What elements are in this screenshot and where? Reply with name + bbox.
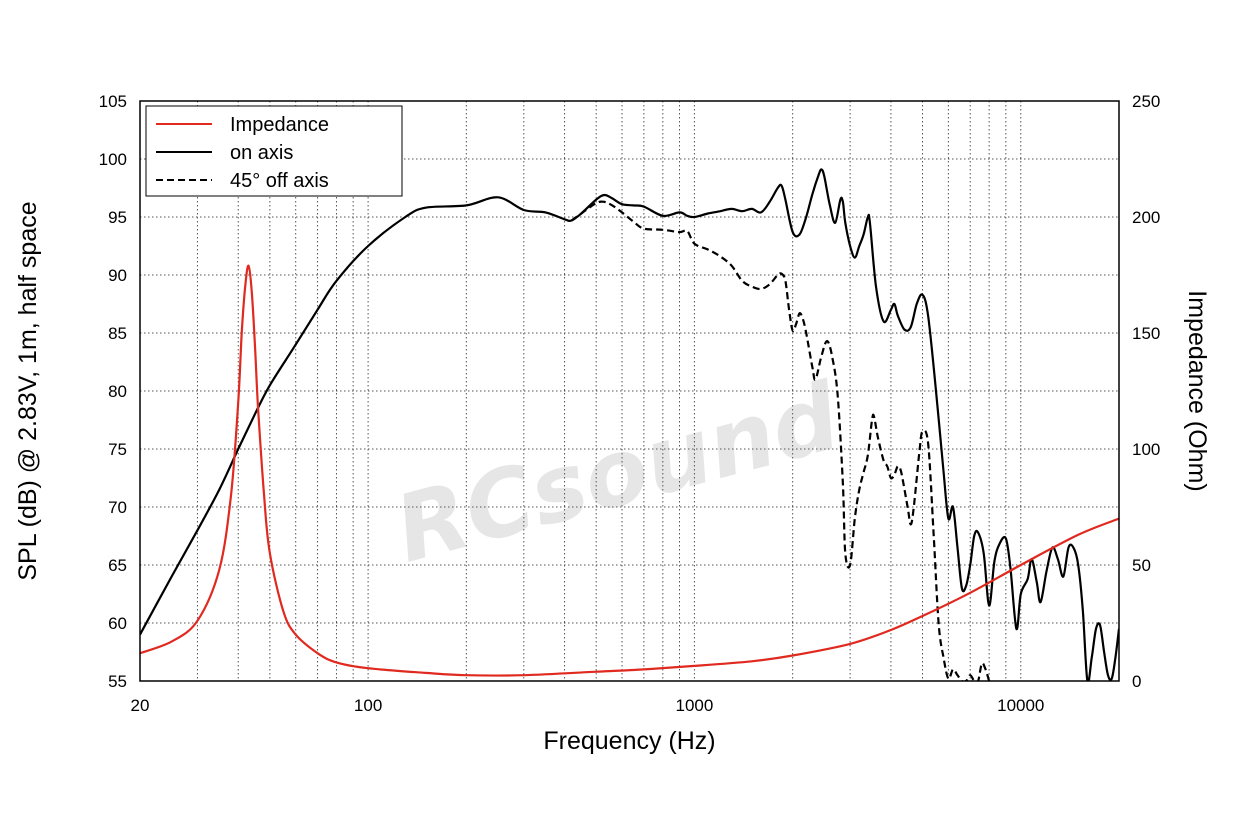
y-axis-right-title: Impedance (Ohm): [1183, 290, 1211, 491]
y-right-tick-label: 0: [1132, 672, 1141, 691]
y-left-tick-label: 65: [108, 556, 127, 575]
tick-labels: 20 100 1000 10000 55 60 65 70 75 80 85 90 95 100 105 0 5…: [99, 92, 1161, 715]
y-axis-left-title: SPL (dB) @ 2.83V, 1m, half space: [14, 201, 42, 580]
y-left-tick-label: 95: [108, 208, 127, 227]
y-left-tick-label: 85: [108, 324, 127, 343]
legend-label-off-axis: 45° off axis: [230, 170, 329, 192]
legend-label-impedance: Impedance: [230, 114, 329, 136]
series-line-on-axis: [140, 168, 1119, 681]
y-left-tick-label: 105: [99, 92, 127, 111]
x-axis-title: Frequency (Hz): [543, 727, 715, 755]
x-tick-label: 100: [354, 696, 382, 715]
plot-area: [140, 168, 1119, 681]
watermark: RCsound: [385, 363, 852, 584]
watermark-text: RCsound: [385, 363, 852, 584]
legend-label-on-axis: on axis: [230, 142, 293, 164]
x-tick-label: 1000: [676, 696, 714, 715]
plot-frame: [139, 100, 1120, 682]
y-left-tick-label: 75: [108, 440, 127, 459]
x-tick-label: 20: [131, 696, 150, 715]
legend: Impedance on axis 45° off axis: [145, 105, 403, 197]
y-right-tick-label: 200: [1132, 208, 1160, 227]
y-left-tick-label: 80: [108, 382, 127, 401]
y-right-tick-label: 50: [1132, 556, 1151, 575]
y-left-tick-label: 60: [108, 614, 127, 633]
y-right-tick-label: 250: [1132, 92, 1160, 111]
grid: [140, 101, 1119, 681]
y-left-tick-label: 100: [99, 150, 127, 169]
y-left-tick-label: 70: [108, 498, 127, 517]
y-left-tick-label: 90: [108, 266, 127, 285]
x-tick-label: 10000: [997, 696, 1044, 715]
series-line-45-off-axis: [570, 200, 991, 681]
series-line-impedance: [140, 264, 1119, 677]
y-right-tick-label: 150: [1132, 324, 1160, 343]
y-left-tick-label: 55: [108, 672, 127, 691]
y-right-tick-label: 100: [1132, 440, 1160, 459]
